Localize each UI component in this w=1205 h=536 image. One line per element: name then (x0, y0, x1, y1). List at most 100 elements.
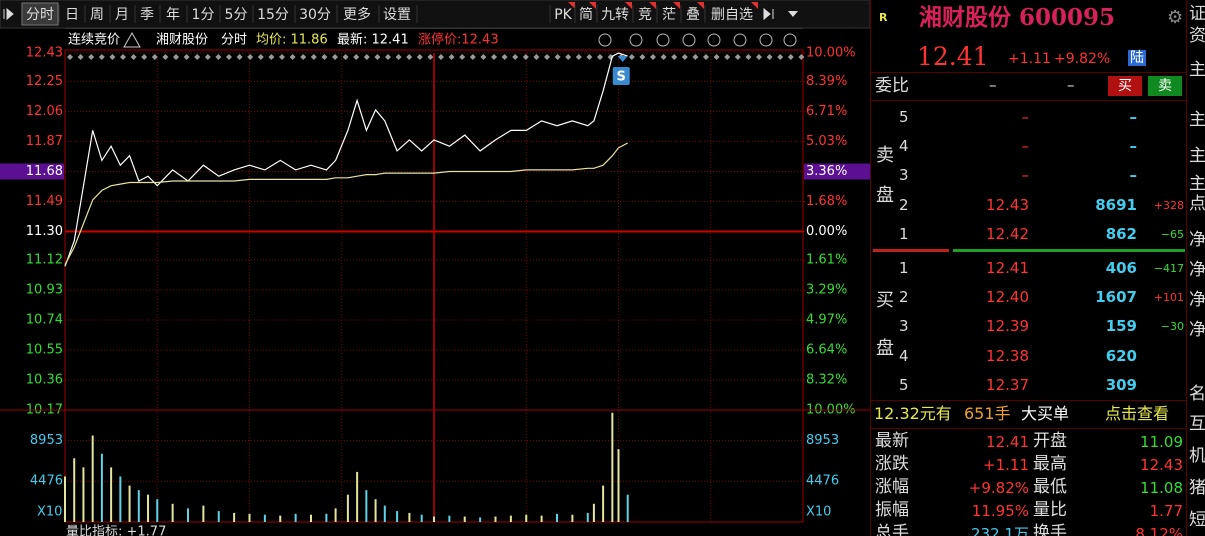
toolbar-tab[interactable]: 简 (579, 6, 593, 23)
volume-tick-label: 4476 (806, 474, 839, 489)
cursor-label-bg (0, 163, 64, 180)
order-price: 12.41 (986, 259, 1029, 277)
side-text[interactable]: 机 (1189, 446, 1205, 466)
side-text[interactable]: 短 (1189, 510, 1205, 530)
order-volume: 1607 (1095, 288, 1137, 306)
divider (871, 100, 1186, 101)
volume-bar (586, 512, 589, 522)
side-text[interactable]: 净 (1189, 260, 1205, 280)
volume-bar (187, 508, 189, 522)
toolbar-tab[interactable]: 更多 (343, 6, 371, 23)
tool-icon[interactable] (733, 33, 747, 47)
ratio-value: – (1067, 76, 1075, 94)
big-order-link[interactable]: 点击查看 (1105, 404, 1170, 423)
stat-value: 12.41 (986, 433, 1029, 451)
y-tick-label: 11.12 (26, 252, 63, 267)
toolbar-tab[interactable]: 30分 (299, 7, 331, 23)
marker-diamond (363, 54, 370, 60)
side-text[interactable]: 净 (1189, 290, 1205, 310)
marker-diamond (183, 54, 190, 60)
tool-icon[interactable] (783, 33, 797, 47)
tab-selected (21, 2, 59, 26)
toolbar-tab[interactable]: 叠 (686, 7, 700, 23)
marker-diamond (660, 54, 667, 60)
toolbar-tab[interactable]: 5分 (225, 7, 248, 23)
marker-diamond (575, 54, 582, 60)
cursor-label-bg (804, 163, 870, 180)
tool-icon[interactable] (629, 33, 643, 47)
settings-icon[interactable]: ⚙ (1167, 7, 1184, 28)
signal-badge[interactable]: S (617, 70, 626, 85)
side-text[interactable]: 点 (1189, 194, 1205, 214)
side-text[interactable]: 主 (1189, 146, 1205, 166)
toolbar-tab[interactable]: 分时 (26, 7, 54, 23)
side-text[interactable]: 主 (1189, 110, 1205, 130)
stat-value: 11.09 (1140, 433, 1183, 451)
side-text[interactable]: 主 (1189, 174, 1205, 194)
marker-diamond (798, 54, 805, 60)
stat-value: +1.11 (983, 456, 1029, 474)
change: +1.11 (1008, 51, 1051, 67)
side-text[interactable]: 名 (1189, 384, 1205, 404)
order-price: 12.38 (986, 347, 1029, 365)
side-text[interactable]: 资 (1189, 26, 1205, 46)
y2-tick-label: 6.64% (806, 343, 847, 358)
toolbar-tab[interactable]: 1分 (192, 7, 215, 23)
sell-button[interactable]: 卖 (1148, 76, 1182, 96)
volume-bar (433, 516, 435, 522)
y2-tick-label: 4.97% (806, 313, 847, 328)
toolbar-tab[interactable]: 九转 (601, 7, 629, 23)
marker-diamond (342, 54, 349, 60)
toolbar-tab[interactable]: 设置 (383, 7, 411, 23)
tool-icon[interactable] (707, 33, 721, 47)
side-text[interactable]: 主 (1189, 60, 1205, 80)
signal-badge-bg[interactable] (612, 67, 630, 85)
toolbar-tab[interactable]: 周 (90, 7, 104, 23)
volume-bar (420, 514, 423, 522)
marker-diamond (480, 54, 487, 60)
volume-bar (91, 435, 94, 522)
volume-bar (128, 485, 131, 522)
marker-diamond (628, 54, 635, 60)
toolbar-tab[interactable]: 删自选 (711, 7, 753, 23)
level: 5 (899, 108, 909, 126)
toolbar-tab[interactable]: 年 (166, 7, 180, 23)
level: 3 (899, 166, 909, 184)
average-line (64, 142, 628, 265)
side-text[interactable]: 互 (1189, 414, 1205, 434)
volume-bar (263, 514, 266, 522)
tool-icon[interactable] (598, 33, 612, 47)
side-text[interactable]: 猪 (1189, 478, 1205, 498)
tool-icon[interactable] (759, 33, 773, 47)
marker-diamond (787, 54, 794, 60)
marker-diamond (151, 54, 158, 60)
toolbar-tab[interactable]: PK (554, 7, 572, 23)
toolbar-tab[interactable]: 季 (140, 7, 154, 23)
order-volume: 406 (1105, 259, 1137, 277)
marker-diamond (194, 54, 201, 60)
toolbar-icon[interactable] (788, 11, 798, 17)
toolbar-tab[interactable]: 茫 (662, 7, 676, 23)
toolbar-tab[interactable]: 月 (115, 7, 129, 23)
side-text[interactable]: 证 (1189, 4, 1205, 24)
side-text[interactable]: 净 (1189, 320, 1205, 340)
divider (871, 72, 1186, 73)
toolbar-tab[interactable]: 15分 (257, 7, 289, 23)
volume-bar (463, 516, 466, 522)
info-last: 最新: 12.41 (337, 32, 409, 48)
toolbar-tab[interactable]: 竞 (638, 6, 652, 23)
y2-tick-label: 1.61% (806, 253, 847, 268)
toolbar-tab[interactable]: 日 (65, 7, 79, 23)
marker-diamond (533, 54, 540, 60)
tool-icon[interactable] (682, 33, 696, 47)
level: 1 (899, 259, 909, 277)
buy-button[interactable]: 买 (1108, 76, 1142, 96)
tool-icon[interactable] (656, 33, 670, 47)
side-text[interactable]: 净 (1189, 230, 1205, 250)
volume-unit: X10 (37, 505, 62, 520)
toolbar-icon[interactable] (763, 7, 774, 21)
y-tick-label: 11.68 (26, 164, 63, 179)
volume-bar (374, 499, 377, 522)
order-volume: – (1129, 108, 1138, 126)
